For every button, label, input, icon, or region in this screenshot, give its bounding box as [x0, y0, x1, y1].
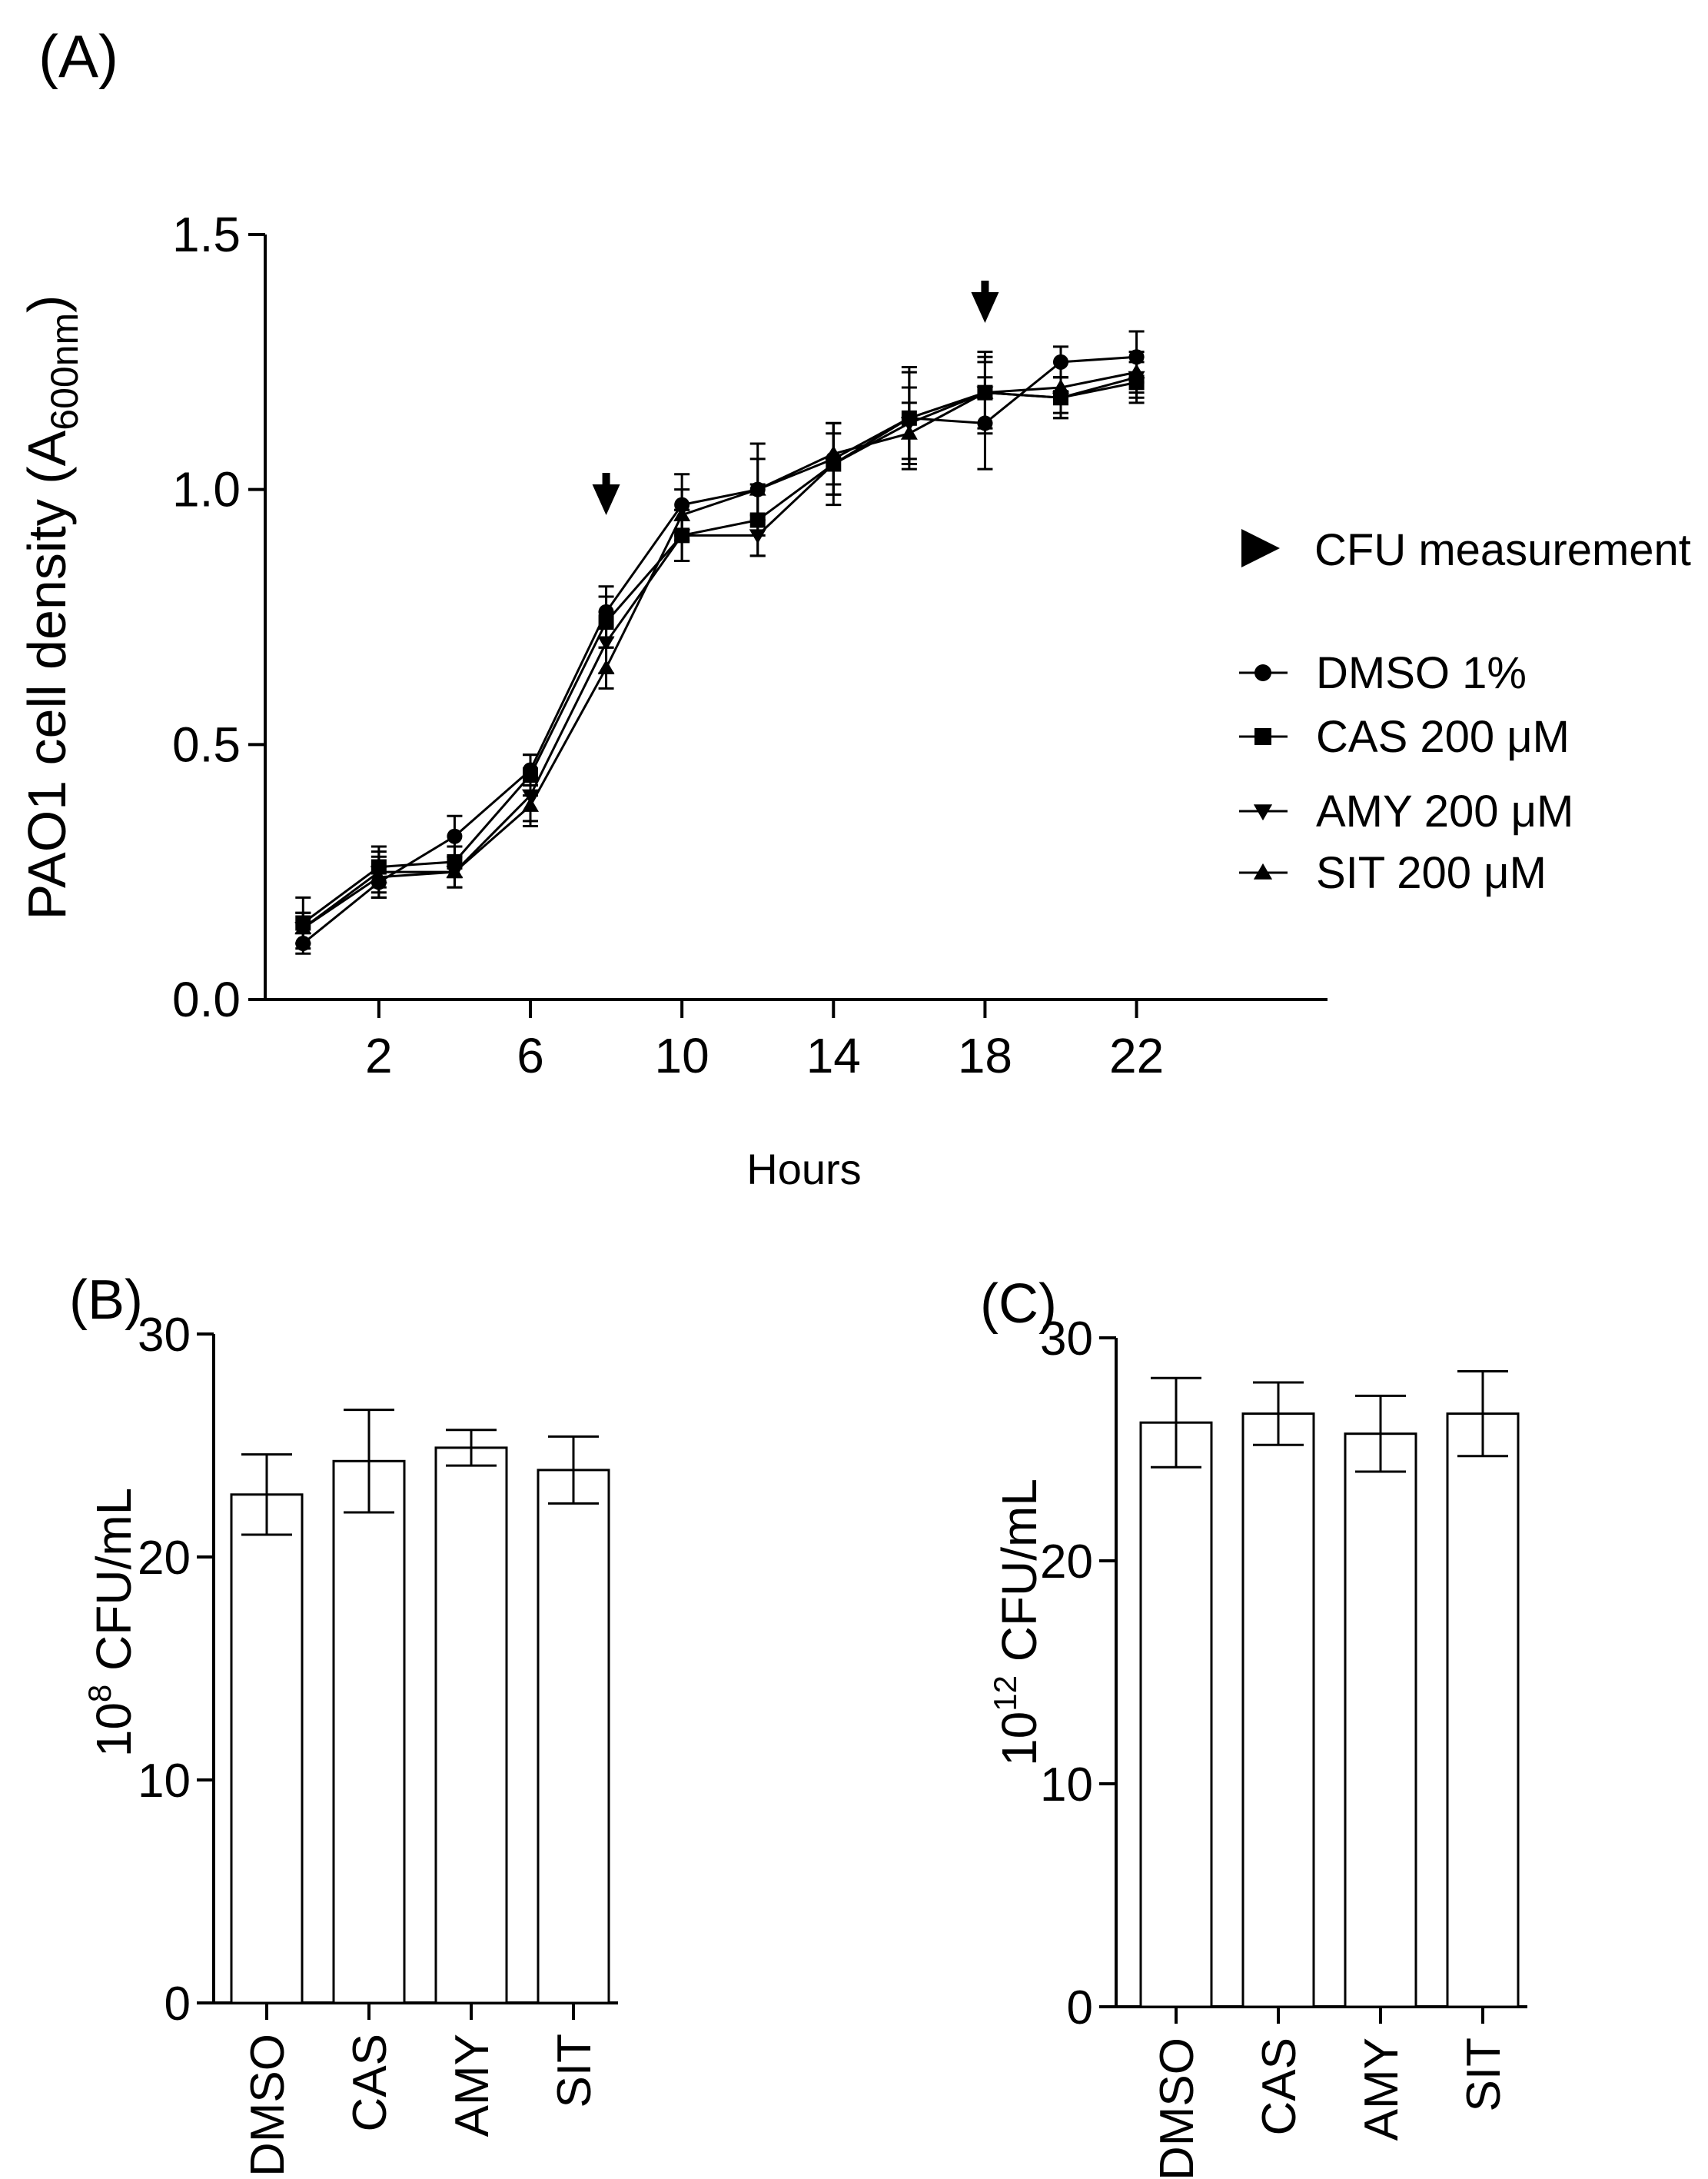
series-sit — [294, 351, 1145, 945]
data-point — [522, 797, 539, 812]
cfu-arrow-stem — [602, 473, 610, 487]
data-point — [597, 636, 615, 651]
panel-c-y-axis-title: 1012 CFU/mL — [987, 1479, 1047, 1766]
series-line — [302, 371, 1137, 930]
data-point — [673, 506, 691, 521]
y-tick-label: 0 — [1067, 1981, 1093, 2034]
legend-label: SIT 200 μM — [1316, 848, 1547, 898]
bar-cas — [1241, 1412, 1315, 2008]
panel-a-label: (A) — [38, 22, 118, 90]
legend-marker-icon — [1254, 728, 1271, 745]
y-tick-label: 0.5 — [172, 717, 241, 772]
data-point — [294, 920, 312, 935]
data-point — [447, 828, 463, 844]
bar-cas — [332, 1459, 406, 2004]
y-tick-label: 20 — [1040, 1535, 1093, 1589]
panel-b-y-axis-title: 108 CFU/mL — [81, 1488, 141, 1758]
data-point — [749, 529, 766, 544]
data-point — [1052, 379, 1069, 394]
panel-b-label: (B) — [69, 1269, 143, 1331]
bar-dmso — [230, 1493, 304, 2004]
legend-label: DMSO 1% — [1316, 648, 1527, 698]
panel-c-bars — [1139, 1370, 1520, 2008]
legend-label: AMY 200 μM — [1316, 787, 1573, 837]
bar-sit — [1446, 1412, 1520, 2008]
legend-marker-icon — [1253, 804, 1273, 821]
y-tick-label: 1.0 — [172, 462, 241, 517]
panel-b-bars — [230, 1409, 610, 2004]
y-tick-label: 20 — [138, 1532, 191, 1585]
panel-a-legend: CFU measurement DMSO 1% CAS 200 μM AMY 200… — [1239, 525, 1691, 898]
panel-a-cfu-arrows — [592, 281, 999, 515]
x-tick-label: DMSO — [241, 2034, 294, 2177]
x-tick-label: SIT — [548, 2034, 601, 2107]
data-point — [1128, 364, 1145, 379]
bar-dmso — [1139, 1421, 1213, 2008]
y-tick-label: 10 — [1040, 1758, 1093, 1811]
legend-cfu-arrow-icon — [1241, 529, 1280, 567]
y-tick-label: 1.5 — [172, 207, 241, 262]
panel-b-bar-chart: (B) 0 10 20 30 DMSO CAS AMY SIT 108 CFU/mL — [69, 1269, 618, 2177]
data-point — [597, 659, 615, 674]
x-tick-label: DMSO — [1151, 2038, 1204, 2179]
panel-a-line-chart: (A) 0.0 0.5 1.0 1.5 2 6 10 14 18 22 PAO1 cell de… — [17, 22, 1691, 1193]
bar-sit — [537, 1469, 610, 2004]
bar-amy — [434, 1446, 508, 2004]
series-line — [302, 381, 1137, 924]
legend-marker-icon — [1253, 863, 1273, 880]
panel-c-bar-chart: (C) 0 10 20 30 DMSO CAS AMY SIT 1012 CFU/mL — [980, 1273, 1527, 2179]
data-point — [370, 868, 387, 883]
series-line — [302, 376, 1137, 930]
data-point — [900, 424, 918, 440]
panel-a-x-axis-title: Hours — [746, 1145, 861, 1193]
x-tick-label: 18 — [958, 1028, 1012, 1083]
data-point — [446, 863, 464, 879]
x-tick-label: CAS — [344, 2034, 397, 2131]
cfu-arrow-icon — [592, 484, 620, 515]
x-tick-label: 6 — [517, 1028, 544, 1083]
x-tick-label: 10 — [655, 1028, 709, 1083]
cfu-arrow-stem — [981, 281, 989, 294]
series-cas — [295, 351, 1145, 950]
y-tick-label: 0.0 — [172, 972, 241, 1027]
x-tick-label: AMY — [446, 2034, 499, 2137]
series-line — [302, 355, 1137, 945]
panel-a-x-ticks: 2 6 10 14 18 22 — [365, 1000, 1164, 1083]
x-tick-label: 2 — [365, 1028, 393, 1083]
panel-b-x-ticks: DMSO CAS AMY SIT — [241, 2003, 601, 2177]
y-tick-label: 30 — [1040, 1312, 1093, 1366]
x-tick-label: CAS — [1253, 2038, 1306, 2135]
legend-cfu-label: CFU measurement — [1314, 525, 1691, 575]
series-dmso — [295, 330, 1145, 955]
y-tick-label: 10 — [138, 1755, 191, 1808]
panel-c-x-ticks: DMSO CAS AMY SIT — [1151, 2007, 1510, 2179]
bar-amy — [1344, 1432, 1417, 2008]
legend-label: CAS 200 μM — [1316, 712, 1570, 762]
panel-a-series — [294, 330, 1145, 955]
data-point — [825, 445, 842, 461]
data-point — [976, 384, 994, 399]
y-tick-label: 30 — [138, 1309, 191, 1362]
panel-c-label: (C) — [980, 1273, 1057, 1335]
data-point — [749, 481, 766, 496]
panel-a-y-axis-title: PAO1 cell density (A600nm) — [17, 295, 86, 920]
cfu-arrow-icon — [971, 292, 999, 323]
legend-marker-icon — [1254, 664, 1271, 681]
x-tick-label: AMY — [1355, 2038, 1408, 2141]
y-tick-label: 0 — [164, 1978, 191, 2031]
x-tick-label: 22 — [1109, 1028, 1164, 1083]
panel-a-y-ticks: 0.0 0.5 1.0 1.5 — [172, 207, 265, 1027]
x-tick-label: SIT — [1457, 2038, 1510, 2111]
x-tick-label: 14 — [806, 1028, 861, 1083]
